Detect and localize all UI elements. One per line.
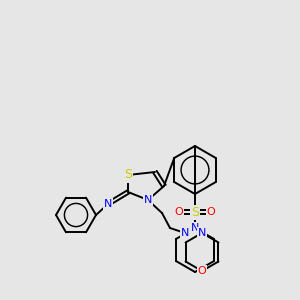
Text: N: N: [181, 228, 189, 238]
Text: N: N: [191, 223, 199, 233]
Text: S: S: [191, 206, 199, 218]
Text: O: O: [175, 207, 183, 217]
Text: O: O: [207, 207, 215, 217]
Text: O: O: [198, 266, 206, 276]
Text: N: N: [144, 195, 152, 205]
Text: N: N: [198, 228, 206, 238]
Text: N: N: [104, 199, 112, 209]
Text: S: S: [124, 169, 132, 182]
